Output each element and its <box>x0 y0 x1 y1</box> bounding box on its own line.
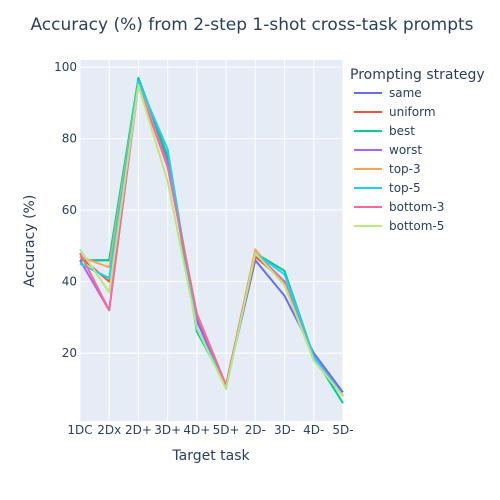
gridlines <box>79 60 344 421</box>
plot-area <box>80 60 343 421</box>
series-line-bottom-5 <box>79 84 344 397</box>
series-lines <box>79 76 344 404</box>
x-tick-label: 4D- <box>303 423 324 437</box>
x-tick-label: 4D+ <box>183 423 210 437</box>
y-tick-label: 100 <box>54 60 77 74</box>
x-tick-label: 3D+ <box>154 423 181 437</box>
x-tick-label: 1DC <box>67 423 92 437</box>
legend-label-best[interactable]: best <box>389 124 415 138</box>
y-tick-labels: 20 40 60 80 100 <box>54 60 77 360</box>
x-tick-label: 3D- <box>274 423 295 437</box>
y-tick-label: 60 <box>62 203 77 217</box>
x-tick-label: 2D- <box>245 423 266 437</box>
x-tick-label: 2D+ <box>125 423 152 437</box>
chart-title: Accuracy (%) from 2-step 1-shot cross-ta… <box>30 15 473 35</box>
x-tick-labels: 1DC 2Dx 2D+ 3D+ 4D+ 5D+ 2D- 3D- 4D- 5D- <box>67 423 353 437</box>
y-tick-label: 40 <box>62 275 77 289</box>
legend-label-bottom-3[interactable]: bottom-3 <box>389 200 444 214</box>
legend-label-same[interactable]: same <box>389 86 422 100</box>
y-tick-label: 20 <box>62 346 77 360</box>
x-tick-label: 5D+ <box>213 423 240 437</box>
x-axis-title: Target task <box>171 448 250 464</box>
x-tick-label: 2Dx <box>97 423 121 437</box>
y-axis-title: Accuracy (%) <box>22 195 38 288</box>
legend-label-bottom-5[interactable]: bottom-5 <box>389 219 444 233</box>
legend-label-top-5[interactable]: top-5 <box>389 181 421 195</box>
legend: Prompting strategy same uniform best worst t… <box>350 67 485 233</box>
legend-label-top-3[interactable]: top-3 <box>389 162 421 176</box>
x-tick-label: 5D- <box>332 423 353 437</box>
legend-title: Prompting strategy <box>350 67 485 83</box>
y-tick-label: 80 <box>62 132 77 146</box>
legend-label-worst[interactable]: worst <box>389 143 422 157</box>
legend-label-uniform[interactable]: uniform <box>389 105 436 119</box>
